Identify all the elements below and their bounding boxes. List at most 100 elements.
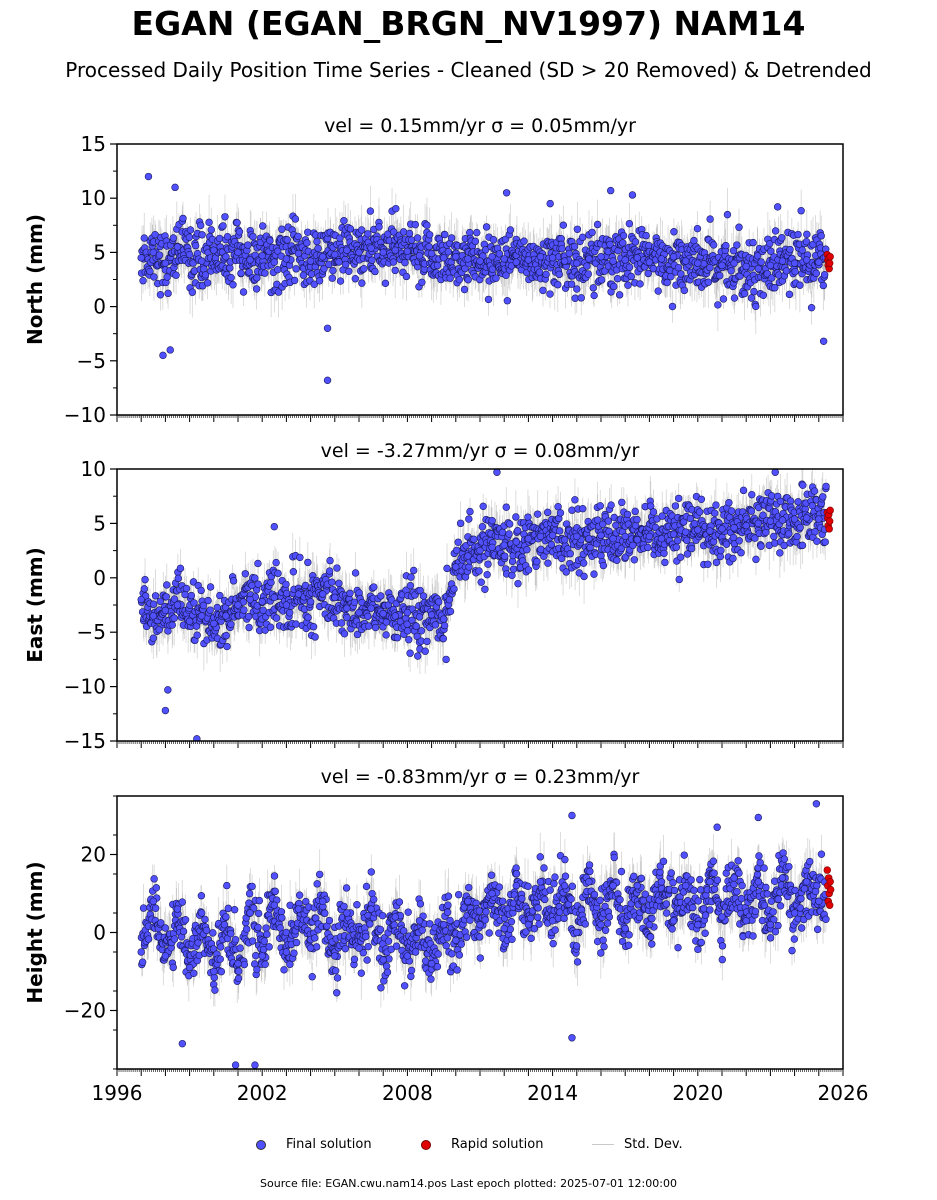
final-outlier-point — [568, 1034, 576, 1042]
plot-area-1 — [137, 469, 834, 741]
final-point — [270, 593, 278, 602]
y-tick-label: 15 — [81, 132, 106, 156]
final-outlier-point — [819, 337, 828, 345]
final-point — [379, 610, 387, 618]
x-ticks-1 — [116, 741, 844, 748]
final-outlier-point — [231, 1061, 240, 1069]
final-point — [536, 878, 545, 886]
final-point — [560, 881, 569, 890]
final-point — [403, 608, 412, 617]
final-outlier-point — [754, 813, 762, 822]
final-point — [633, 536, 641, 544]
final-point — [246, 595, 254, 604]
final-point — [173, 243, 182, 251]
legend: Final solution Rapid solution Std. Dev. — [0, 1137, 937, 1157]
final-point — [815, 897, 823, 905]
final-point — [694, 920, 702, 929]
legend-final-marker — [256, 1139, 266, 1150]
final-point — [802, 256, 811, 264]
final-point — [597, 920, 605, 929]
chart-panel-2: −20 0 20 1996 2002 2008 2014 2020 2026 vel = -0.8… — [23, 766, 868, 1105]
final-point — [319, 253, 327, 261]
rapid-point — [826, 253, 834, 261]
y-tick-label: −10 — [64, 675, 106, 699]
y-tick-label: 10 — [81, 186, 106, 210]
final-point — [343, 909, 351, 917]
panel-title: vel = -3.27mm/yr σ = 0.08mm/yr — [321, 440, 640, 462]
final-point — [730, 524, 738, 532]
final-point — [149, 612, 158, 620]
x-tick-label: 2002 — [237, 1081, 288, 1105]
final-point — [524, 920, 533, 929]
final-point — [621, 256, 629, 264]
final-point — [282, 948, 291, 956]
final-point — [706, 878, 714, 886]
y-tick-label: −15 — [64, 729, 106, 753]
rapid-point — [825, 517, 834, 525]
final-outlier-point — [323, 324, 332, 332]
final-point — [234, 601, 242, 609]
final-point — [137, 948, 145, 956]
final-point — [355, 944, 363, 952]
final-point — [778, 874, 787, 882]
final-outlier-point — [178, 1039, 187, 1048]
y-axis-label: North (mm) — [23, 214, 47, 345]
final-point — [766, 517, 775, 525]
final-points-0 — [137, 172, 830, 385]
final-point — [754, 878, 762, 886]
final-point — [452, 253, 460, 261]
final-point — [718, 525, 726, 533]
y-tick-label: −10 — [64, 403, 106, 427]
final-point — [464, 255, 472, 263]
rapid-point — [826, 506, 834, 515]
y-tick-label: 10 — [81, 457, 106, 481]
final-point — [222, 612, 230, 620]
y-tick-label: 0 — [93, 566, 106, 590]
x-ticks-2: 1996 2002 2008 2014 2020 2026 — [92, 1069, 869, 1105]
final-outlier-point — [193, 735, 201, 741]
final-point — [185, 250, 194, 259]
final-outlier-point — [606, 186, 615, 195]
x-tick-label: 2026 — [818, 1081, 869, 1105]
chart-panel-0: −10 −5 0 5 10 15 vel = 0.15mm/yr σ = 0.05mm/yr… — [23, 115, 844, 427]
final-point — [403, 247, 412, 256]
y-tick-label: −20 — [64, 999, 106, 1023]
x-tick-label: 1996 — [92, 1081, 143, 1105]
final-point — [161, 952, 170, 960]
y-tick-label: −5 — [77, 349, 106, 373]
final-point — [669, 917, 678, 925]
final-point — [585, 534, 593, 543]
final-point — [476, 920, 484, 929]
rapid-points-1 — [823, 506, 834, 533]
final-point — [391, 913, 399, 921]
final-point — [185, 963, 194, 972]
final-point — [222, 253, 230, 261]
rapid-points-2 — [823, 866, 835, 909]
chart-panel-1: −15 −10 −5 0 5 10 vel = -3.27mm/yr σ = 0.08mm/… — [23, 440, 844, 753]
final-point — [609, 534, 617, 543]
final-point — [585, 878, 593, 886]
rapid-point — [825, 901, 834, 909]
final-point — [669, 530, 678, 538]
final-point — [137, 595, 145, 604]
final-point — [560, 257, 569, 265]
final-point — [306, 598, 315, 606]
x-tick-label: 2008 — [382, 1081, 433, 1105]
final-point — [149, 248, 158, 257]
final-point — [210, 246, 218, 254]
final-outlier-point — [812, 800, 821, 808]
final-outlier-point — [713, 823, 721, 831]
y-tick-label: 5 — [93, 240, 106, 264]
final-point — [452, 936, 460, 944]
final-point — [645, 532, 654, 541]
final-outlier-point — [323, 376, 332, 385]
final-point — [331, 250, 339, 259]
final-point — [306, 257, 315, 265]
x-tick-label: 2020 — [672, 1081, 723, 1105]
y-tick-label: 5 — [93, 511, 106, 535]
legend-rapid-label: Rapid solution — [451, 1137, 544, 1152]
final-point — [464, 552, 472, 560]
final-outlier-point — [161, 706, 170, 715]
final-point — [706, 263, 714, 272]
